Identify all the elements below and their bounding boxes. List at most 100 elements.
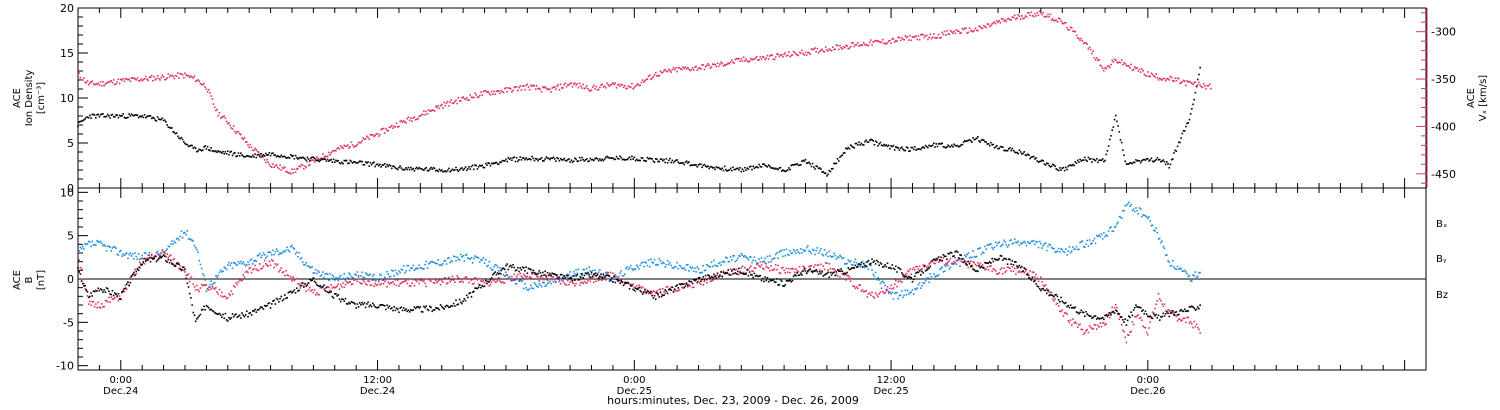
data-point bbox=[344, 160, 347, 162]
data-point bbox=[685, 264, 688, 266]
data-point bbox=[153, 257, 155, 260]
data-point bbox=[561, 277, 563, 280]
data-point bbox=[802, 52, 804, 55]
data-point bbox=[324, 158, 327, 161]
data-point bbox=[905, 275, 908, 278]
data-point bbox=[799, 164, 802, 166]
data-point bbox=[1075, 34, 1078, 37]
data-point bbox=[748, 271, 751, 273]
data-point bbox=[294, 291, 297, 294]
data-point bbox=[128, 113, 130, 115]
data-point bbox=[748, 60, 751, 62]
data-point bbox=[603, 276, 606, 279]
data-point bbox=[396, 279, 399, 282]
data-point bbox=[574, 157, 576, 160]
data-point bbox=[1037, 161, 1040, 163]
data-point bbox=[1111, 306, 1113, 309]
data-point bbox=[405, 122, 407, 124]
data-point bbox=[1176, 320, 1179, 322]
data-point bbox=[210, 147, 212, 149]
data-point bbox=[783, 53, 785, 56]
data-point bbox=[1004, 257, 1006, 260]
data-point bbox=[994, 22, 997, 25]
data-point bbox=[808, 269, 810, 271]
data-point bbox=[513, 279, 516, 281]
data-point bbox=[185, 74, 187, 76]
data-point bbox=[1002, 18, 1004, 20]
data-point bbox=[544, 270, 546, 273]
data-point bbox=[585, 267, 588, 270]
data-point bbox=[1166, 161, 1168, 163]
data-point bbox=[822, 275, 825, 277]
data-point bbox=[1107, 145, 1110, 147]
data-point bbox=[420, 310, 423, 313]
data-point bbox=[558, 280, 561, 283]
data-point bbox=[590, 159, 593, 161]
data-point bbox=[349, 145, 352, 148]
data-point bbox=[175, 263, 178, 265]
data-point bbox=[921, 270, 923, 273]
data-point bbox=[124, 78, 127, 80]
data-point bbox=[87, 240, 90, 243]
data-point bbox=[1016, 241, 1018, 244]
data-point bbox=[835, 44, 838, 46]
data-point bbox=[539, 272, 542, 274]
data-point bbox=[1170, 158, 1173, 161]
data-point bbox=[609, 271, 612, 274]
data-point bbox=[796, 163, 798, 165]
data-point bbox=[80, 267, 83, 270]
data-point bbox=[255, 311, 258, 313]
data-point bbox=[765, 57, 768, 59]
data-point bbox=[1169, 265, 1172, 267]
data-point bbox=[628, 283, 631, 286]
data-point bbox=[477, 286, 480, 289]
data-point bbox=[595, 85, 598, 88]
data-point bbox=[517, 89, 519, 92]
data-point bbox=[456, 102, 458, 105]
data-point bbox=[941, 31, 943, 34]
data-point bbox=[899, 268, 902, 271]
data-point bbox=[601, 279, 604, 281]
data-point bbox=[90, 81, 92, 83]
data-point bbox=[704, 65, 707, 68]
data-point bbox=[936, 258, 939, 261]
data-point bbox=[332, 286, 335, 288]
data-point bbox=[1015, 273, 1017, 275]
data-point bbox=[811, 248, 814, 251]
data-point bbox=[313, 272, 316, 274]
data-point bbox=[902, 148, 904, 150]
data-point bbox=[146, 257, 148, 259]
data-point bbox=[398, 166, 400, 169]
data-point bbox=[211, 98, 214, 100]
data-point bbox=[750, 265, 752, 268]
data-point bbox=[405, 279, 407, 282]
data-point bbox=[1026, 12, 1029, 14]
data-point bbox=[495, 264, 498, 267]
data-point bbox=[318, 293, 321, 296]
data-point bbox=[728, 169, 731, 171]
data-point bbox=[134, 252, 136, 254]
data-point bbox=[304, 283, 306, 285]
data-point bbox=[512, 263, 514, 266]
data-point bbox=[925, 34, 928, 37]
data-point bbox=[651, 291, 653, 294]
data-point bbox=[782, 169, 784, 171]
data-point bbox=[681, 68, 683, 71]
data-point bbox=[430, 110, 432, 112]
data-point bbox=[1098, 317, 1100, 320]
data-point bbox=[1010, 239, 1012, 241]
data-point bbox=[235, 313, 237, 315]
data-point bbox=[766, 54, 769, 57]
data-point bbox=[1123, 154, 1125, 156]
data-point bbox=[430, 280, 432, 283]
data-point bbox=[255, 260, 258, 263]
data-point bbox=[887, 40, 890, 42]
data-point bbox=[654, 298, 657, 301]
data-point bbox=[793, 51, 796, 54]
data-point bbox=[886, 42, 889, 44]
data-point bbox=[347, 282, 349, 284]
data-point bbox=[1148, 216, 1150, 218]
data-point bbox=[834, 274, 837, 277]
data-point bbox=[853, 285, 856, 288]
data-point bbox=[659, 158, 662, 161]
